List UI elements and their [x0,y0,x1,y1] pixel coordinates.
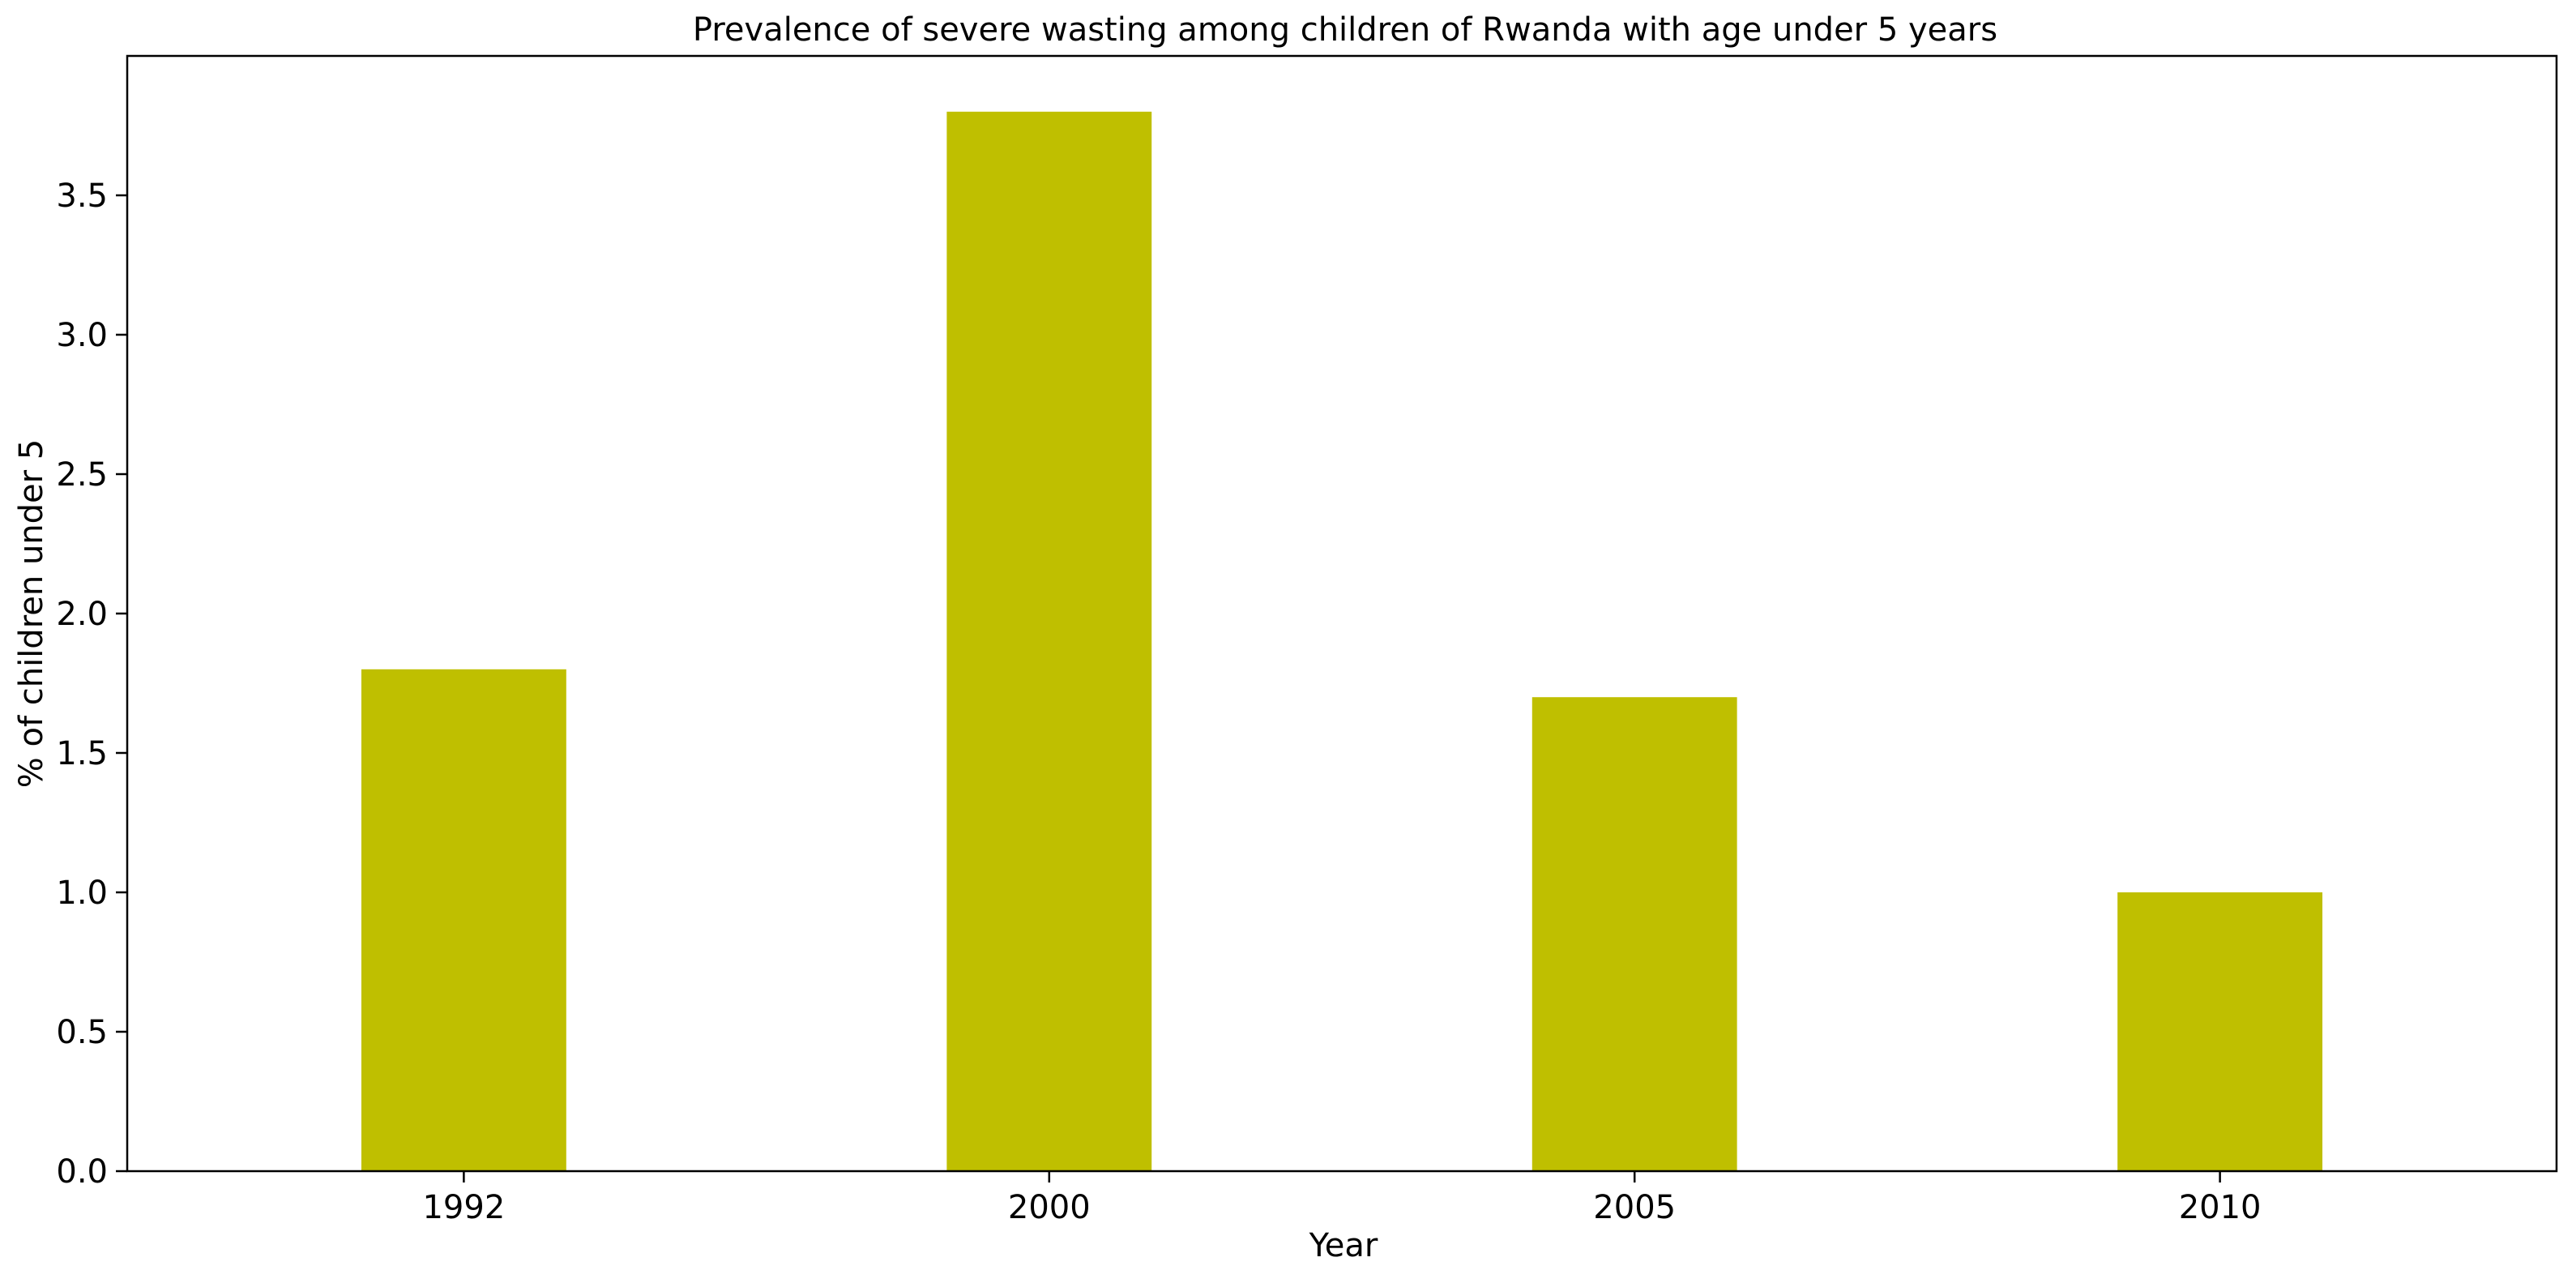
y-tick-label: 1.5 [56,735,108,772]
bar-2000 [946,111,1152,1171]
chart-title: Prevalence of severe wasting among child… [693,11,1997,49]
y-tick-label: 2.5 [56,456,108,494]
y-tick-label: 0.0 [56,1153,108,1191]
x-tick-label: 2010 [2179,1189,2262,1226]
y-axis-label: % of children under 5 [13,439,50,789]
x-tick-label: 1992 [422,1189,505,1226]
bar-2010 [2117,892,2323,1171]
y-tick-label: 1.0 [56,875,108,912]
bars-layer [361,111,2323,1171]
x-axis-label: Year [1309,1227,1378,1264]
bar-2005 [1532,697,1737,1171]
y-axis: 0.0 0.5 1.0 1.5 2.0 2.5 3.0 3.5 [56,177,127,1191]
x-tick-label: 2005 [1593,1189,1676,1226]
x-tick-label: 2000 [1008,1189,1091,1226]
x-axis: 1992 2000 2005 2010 [422,1171,2262,1226]
y-tick-label: 3.5 [56,177,108,215]
y-tick-label: 3.0 [56,317,108,354]
y-tick-label: 2.0 [56,596,108,633]
y-tick-label: 0.5 [56,1014,108,1051]
bar-1992 [361,669,566,1171]
